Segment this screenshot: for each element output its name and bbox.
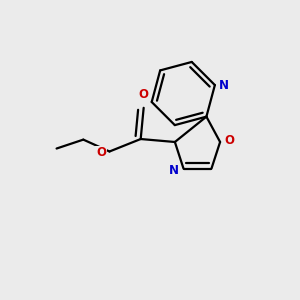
Text: O: O — [225, 134, 235, 147]
Text: O: O — [96, 146, 106, 160]
Text: N: N — [169, 164, 179, 177]
Text: N: N — [218, 79, 228, 92]
Text: O: O — [139, 88, 149, 101]
